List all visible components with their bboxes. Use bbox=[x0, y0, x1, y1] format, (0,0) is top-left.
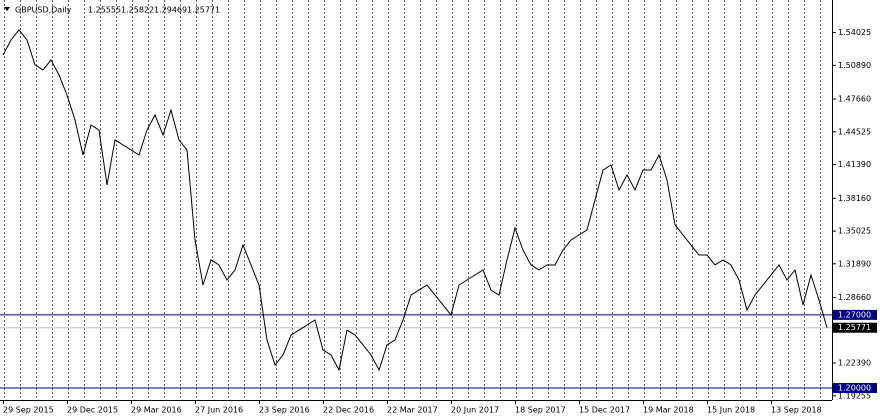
y-tick-label: 1.28660 bbox=[838, 293, 871, 302]
x-tick-label: 19 Mar 2018 bbox=[643, 406, 694, 415]
x-tick-label: 29 Sep 2015 bbox=[3, 406, 54, 415]
y-tick-label: 1.38160 bbox=[838, 194, 871, 203]
x-tick-label: 29 Mar 2016 bbox=[131, 406, 182, 415]
y-tick-label: 1.22390 bbox=[838, 359, 871, 368]
ohlc-value: 1.25771 bbox=[187, 6, 220, 15]
y-tick-label: 1.50890 bbox=[838, 61, 871, 70]
x-tick-label: 29 Dec 2015 bbox=[67, 406, 118, 415]
menu-triangle[interactable] bbox=[4, 7, 10, 11]
hline-label-box bbox=[833, 309, 877, 320]
x-tick-label: 13 Sep 2018 bbox=[771, 406, 822, 415]
x-tick-label: 23 Sep 2016 bbox=[259, 406, 310, 415]
ohlc-value: 1.25822 bbox=[121, 6, 154, 15]
y-tick-label: 1.54025 bbox=[838, 28, 871, 37]
ohlc-value: 1.25555 bbox=[88, 6, 121, 15]
ohlc-value: 1.29469 bbox=[154, 6, 187, 15]
x-tick-label: 15 Jun 2018 bbox=[707, 406, 755, 415]
y-tick-label: 1.47660 bbox=[838, 95, 871, 104]
hline-label: 1.20000 bbox=[838, 383, 871, 392]
hline-label-box bbox=[833, 382, 877, 393]
x-tick-label: 22 Dec 2016 bbox=[323, 406, 374, 415]
x-tick-label: 27 Jun 2016 bbox=[195, 406, 243, 415]
x-tick-label: 18 Sep 2017 bbox=[515, 406, 566, 415]
chart-title: GBPUSD,Daily bbox=[15, 6, 72, 15]
hline-label: 1.27000 bbox=[838, 310, 871, 319]
y-tick-label: 1.41390 bbox=[838, 160, 871, 169]
y-tick-label: 1.44525 bbox=[838, 127, 871, 136]
current-price-label-box bbox=[833, 322, 877, 333]
y-tick-label: 1.35025 bbox=[838, 227, 871, 236]
x-tick-label: 20 Jun 2017 bbox=[451, 406, 499, 415]
y-tick-label: 1.19255 bbox=[838, 391, 871, 400]
price-line-series bbox=[2, 29, 828, 372]
x-tick-label: 15 Dec 2017 bbox=[579, 406, 630, 415]
y-tick-label: 1.31890 bbox=[838, 259, 871, 268]
current-price-label: 1.25771 bbox=[838, 323, 871, 332]
x-tick-label: 22 Mar 2017 bbox=[387, 406, 438, 415]
grid bbox=[4, 0, 821, 400]
